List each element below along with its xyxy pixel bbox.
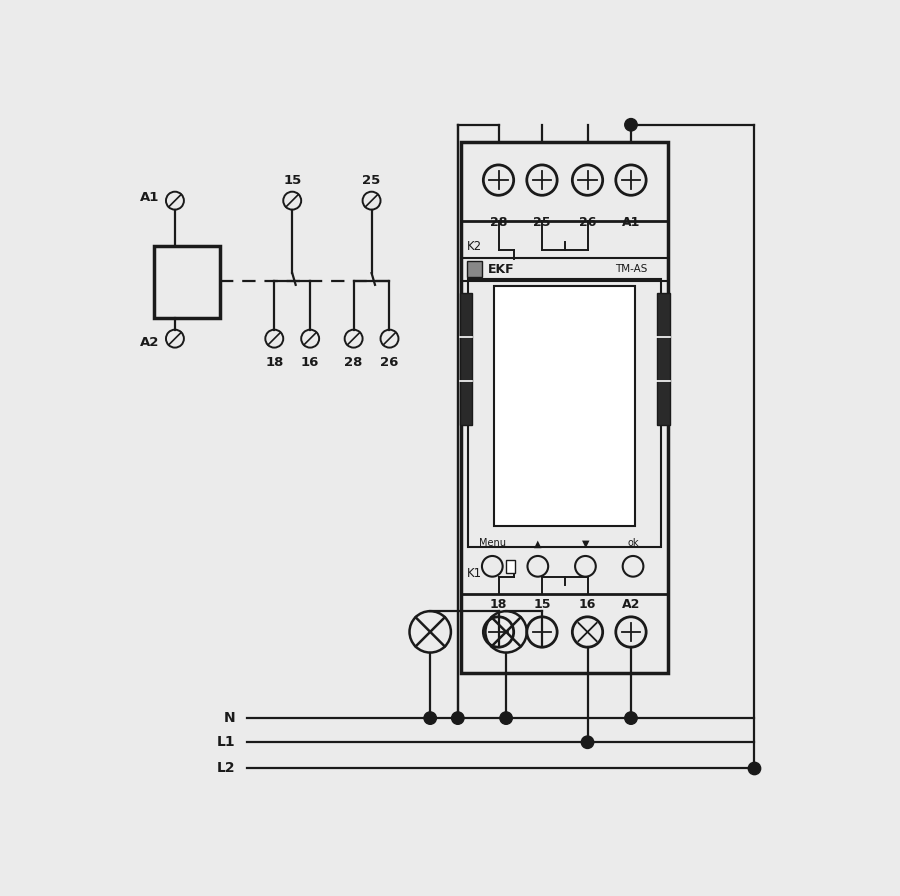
Bar	[154, 246, 220, 318]
Text: L2: L2	[216, 762, 235, 775]
Bar	[506, 560, 515, 573]
Circle shape	[625, 712, 637, 724]
Circle shape	[500, 712, 512, 724]
Text: A1: A1	[622, 216, 640, 228]
Text: TM-AS: TM-AS	[615, 264, 647, 274]
Text: 26: 26	[579, 216, 596, 228]
Text: A2: A2	[140, 336, 160, 349]
Text: A1: A1	[140, 191, 160, 203]
Text: 16: 16	[301, 356, 320, 369]
Bar	[461, 142, 668, 221]
Text: 15: 15	[284, 174, 302, 187]
Bar	[461, 142, 668, 673]
Circle shape	[625, 118, 637, 131]
Text: K1: K1	[467, 566, 482, 580]
Text: A2: A2	[622, 598, 640, 611]
Circle shape	[581, 736, 594, 748]
Bar	[461, 594, 668, 673]
Text: ▼: ▼	[581, 538, 590, 548]
Text: ▲: ▲	[534, 538, 542, 548]
Bar	[461, 258, 668, 280]
Bar	[467, 261, 482, 277]
Bar	[468, 280, 662, 547]
Bar	[494, 286, 635, 526]
Circle shape	[452, 712, 464, 724]
Text: 15: 15	[533, 598, 551, 611]
Text: 26: 26	[381, 356, 399, 369]
Circle shape	[748, 762, 760, 775]
Circle shape	[424, 712, 436, 724]
Text: EKF: EKF	[488, 263, 514, 276]
Text: 28: 28	[490, 216, 508, 228]
Bar	[460, 293, 473, 425]
Text: Menu: Menu	[479, 538, 506, 548]
Text: 16: 16	[579, 598, 596, 611]
Text: 25: 25	[363, 174, 381, 187]
Text: N: N	[223, 711, 235, 725]
Text: K2: K2	[467, 240, 482, 253]
Text: ok: ok	[627, 538, 639, 548]
Text: 18: 18	[490, 598, 508, 611]
Text: L1: L1	[216, 736, 235, 749]
Text: 18: 18	[266, 356, 284, 369]
Bar	[657, 293, 670, 425]
Text: 28: 28	[345, 356, 363, 369]
Text: 25: 25	[533, 216, 551, 228]
